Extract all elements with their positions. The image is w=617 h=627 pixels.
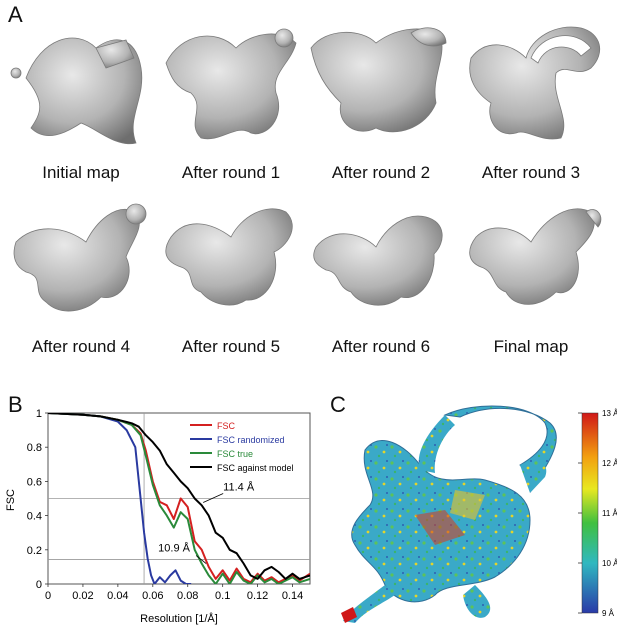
annotation-label: 11.4 Å [223, 481, 255, 494]
density-map-surface [10, 37, 143, 145]
map-caption: Final map [493, 337, 569, 356]
series-line-3 [48, 413, 310, 580]
map-caption: Initial map [42, 163, 120, 182]
y-tick-label: 0.2 [27, 545, 42, 557]
map-caption: After round 2 [331, 163, 431, 182]
x-tick-label: 0.06 [142, 590, 163, 602]
density-map-7: After round 6 [306, 192, 456, 367]
density-map-surface [469, 26, 601, 140]
colorbar-tick-label: 12 Å [602, 459, 617, 468]
x-tick-label: 0.1 [215, 590, 230, 602]
density-map-8: Final map [456, 192, 606, 367]
legend-label: FSC against model [217, 463, 294, 473]
map-caption: After round 1 [181, 163, 281, 182]
y-tick-label: 0.4 [27, 511, 42, 523]
colorbar-tick-label: 11 Å [602, 509, 617, 518]
density-map-surface [13, 203, 147, 312]
density-map-surface [310, 27, 447, 133]
colorbar [581, 412, 599, 614]
y-tick-label: 1 [36, 408, 42, 420]
x-tick-label: 0.02 [72, 590, 93, 602]
colorbar-tick-label: 10 Å [602, 559, 617, 568]
x-tick-label: 0.14 [282, 590, 303, 602]
colorbar-tick-label: 13 Å [602, 409, 617, 418]
density-map-5: After round 4 [6, 192, 156, 367]
series-line-2 [48, 413, 310, 584]
density-map-surface [469, 208, 602, 305]
panel-c-label: C [330, 392, 346, 417]
legend-label: FSC true [217, 449, 253, 459]
x-tick-label: 0.08 [177, 590, 198, 602]
chart-legend: FSC FSC randomized FSC true FSC against mod… [190, 421, 294, 473]
density-map-surface [313, 215, 443, 306]
legend-label: FSC [217, 421, 236, 431]
panel-b-label: B [8, 392, 23, 417]
annotation-arrow [203, 493, 224, 503]
map-caption: After round 6 [331, 337, 431, 356]
density-map-3: After round 2 [306, 18, 456, 193]
y-tick-label: 0.8 [27, 442, 42, 454]
x-tick-label: 0 [45, 590, 51, 602]
resolution-surface [341, 405, 557, 623]
y-tick-label: 0 [36, 579, 42, 591]
map-caption: After round 5 [181, 337, 281, 356]
panel-a-label: A [8, 2, 23, 27]
density-map-6: After round 5 [156, 192, 306, 367]
map-caption: After round 4 [31, 337, 131, 356]
density-map-surface [165, 208, 293, 306]
density-map-surface [165, 28, 297, 140]
x-tick-label: 0.04 [107, 590, 128, 602]
y-tick-label: 0.6 [27, 476, 42, 488]
density-map-4: After round 3 [456, 18, 606, 193]
density-map-2: After round 1 [156, 18, 306, 193]
x-tick-label: 0.12 [247, 590, 268, 602]
map-caption: After round 3 [481, 163, 581, 182]
colorbar-tick-label: 9 Å [602, 609, 615, 618]
x-axis-label: Resolution [1/Å] [140, 612, 218, 625]
density-map-1: Initial map [6, 18, 156, 193]
annotation-label: 10.9 Å [158, 542, 190, 555]
local-resolution-map: 13 Å 12 Å 11 Å 10 Å 9 Å [341, 405, 617, 623]
legend-label: FSC randomized [217, 435, 285, 445]
fsc-chart: 0 0.02 0.04 0.06 0.08 0.1 0.12 0.14 0 0.2 0.4 0.6 0… [5, 408, 311, 625]
y-axis-label: FSC [5, 489, 17, 511]
annotation-arrow [195, 555, 207, 564]
